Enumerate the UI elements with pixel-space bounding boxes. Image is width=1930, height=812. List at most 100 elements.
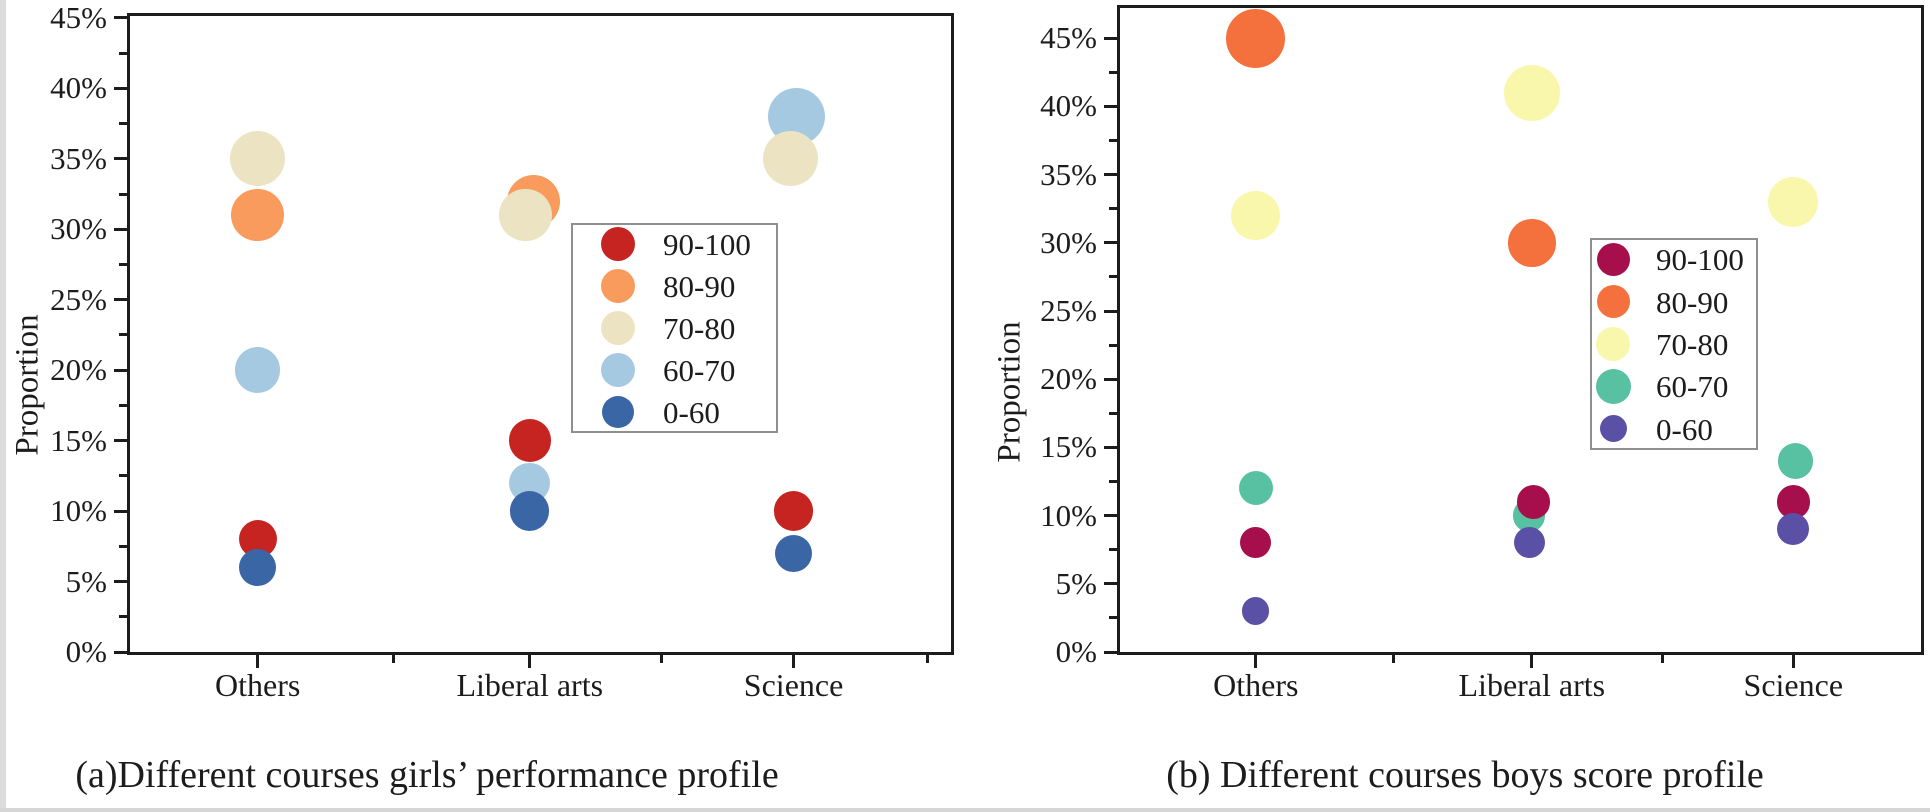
y-tick-label: 40% bbox=[1040, 88, 1097, 124]
y-major-tick bbox=[1104, 36, 1117, 40]
x-minor-tick bbox=[659, 655, 663, 663]
legend-label-80-90: 80-90 bbox=[663, 269, 736, 304]
bubble-70-80 bbox=[499, 188, 552, 242]
bubble-0-60 bbox=[1514, 527, 1546, 559]
bubble-70-80 bbox=[1503, 64, 1560, 121]
x-category-label: Liberal arts bbox=[1458, 667, 1606, 703]
x-major-tick bbox=[256, 655, 260, 668]
x-category-label: Others bbox=[215, 667, 301, 703]
legend-swatch-90-100 bbox=[1596, 242, 1630, 276]
y-tick-label: 30% bbox=[1040, 224, 1097, 260]
y-minor-tick bbox=[1109, 275, 1117, 279]
bubble-0-60 bbox=[1242, 597, 1270, 625]
x-minor-tick bbox=[391, 655, 395, 663]
y-tick-label: 10% bbox=[50, 493, 107, 529]
legend-swatch-60-70 bbox=[1595, 368, 1631, 404]
legend-label-60-70: 60-70 bbox=[1656, 369, 1729, 405]
bubble-90-100 bbox=[1240, 527, 1272, 559]
y-minor-tick bbox=[1109, 139, 1117, 142]
y-minor-tick bbox=[119, 544, 127, 548]
x-minor-tick bbox=[1661, 655, 1665, 663]
legend-label-0-60: 0-60 bbox=[1656, 411, 1713, 447]
legend-swatch-70-80 bbox=[601, 311, 635, 345]
bubble-60-70 bbox=[1777, 443, 1814, 479]
y-tick-label: 30% bbox=[50, 211, 107, 247]
x-category-label: Science bbox=[743, 667, 844, 703]
y-major-tick bbox=[1104, 514, 1117, 518]
y-major-tick bbox=[1104, 173, 1117, 177]
scan-edge-bottom bbox=[0, 808, 1930, 812]
y-major-tick bbox=[114, 86, 127, 90]
scan-edge-left bbox=[0, 0, 6, 812]
y-minor-tick bbox=[119, 122, 127, 126]
bubble-80-90 bbox=[1508, 219, 1556, 267]
y-tick-label: 20% bbox=[1040, 361, 1097, 397]
bubble-0-60 bbox=[1777, 513, 1810, 546]
y-major-tick bbox=[114, 298, 127, 302]
legend-label-80-90: 80-90 bbox=[1656, 284, 1729, 320]
x-minor-tick bbox=[926, 655, 930, 663]
y-minor-tick bbox=[119, 333, 127, 337]
y-major-tick bbox=[1104, 241, 1117, 245]
y-tick-label: 20% bbox=[50, 352, 107, 388]
legend-label-90-100: 90-100 bbox=[663, 227, 751, 262]
x-major-tick bbox=[1791, 655, 1795, 668]
plot-area bbox=[1117, 5, 1924, 655]
y-major-tick bbox=[1104, 309, 1117, 313]
y-major-tick bbox=[114, 650, 127, 654]
legend-swatch-60-70 bbox=[601, 353, 635, 387]
bubble-60-70 bbox=[234, 347, 281, 393]
y-minor-tick bbox=[119, 263, 127, 267]
y-major-tick bbox=[1104, 582, 1117, 586]
y-minor-tick bbox=[119, 474, 127, 478]
bubble-0-60 bbox=[510, 491, 550, 531]
y-tick-label: 25% bbox=[50, 281, 107, 317]
x-category-label: Others bbox=[1213, 667, 1299, 703]
legend-label-0-60: 0-60 bbox=[663, 395, 720, 430]
y-minor-tick bbox=[1109, 616, 1117, 620]
legend-label-70-80: 70-80 bbox=[663, 311, 736, 346]
y-tick-label: 15% bbox=[50, 422, 107, 458]
bubble-90-100 bbox=[1776, 485, 1810, 519]
bubble-70-80 bbox=[1231, 191, 1281, 241]
y-minor-tick bbox=[119, 192, 127, 196]
y-major-tick bbox=[114, 580, 127, 584]
y-tick-label: 40% bbox=[50, 70, 107, 106]
y-major-tick bbox=[1104, 377, 1117, 381]
y-major-tick bbox=[114, 157, 127, 161]
y-axis-title: Proportion bbox=[991, 321, 1028, 463]
legend-label-60-70: 60-70 bbox=[663, 353, 736, 388]
bubble-60-70 bbox=[1238, 471, 1273, 506]
bubble-90-100 bbox=[773, 491, 814, 531]
y-tick-label: 45% bbox=[1040, 20, 1097, 56]
legend-label-70-80: 70-80 bbox=[1656, 327, 1729, 362]
x-major-tick bbox=[1254, 655, 1258, 668]
bubble-70-80 bbox=[230, 131, 286, 187]
legend-swatch-0-60 bbox=[1599, 415, 1627, 443]
y-major-tick bbox=[1104, 650, 1117, 654]
y-tick-label: 0% bbox=[65, 634, 107, 669]
y-minor-tick bbox=[1109, 207, 1117, 211]
x-minor-tick bbox=[1392, 655, 1396, 663]
x-category-label: Science bbox=[1743, 667, 1844, 703]
bubble-90-100 bbox=[1517, 485, 1551, 519]
bubble-80-90 bbox=[231, 188, 284, 242]
y-major-tick bbox=[114, 368, 127, 372]
y-tick-label: 45% bbox=[50, 0, 107, 35]
bubble-0-60 bbox=[239, 549, 277, 586]
legend-swatch-90-100 bbox=[601, 227, 635, 261]
bubble-70-80 bbox=[763, 131, 819, 187]
bubble-0-60 bbox=[774, 534, 813, 573]
y-major-tick bbox=[1104, 104, 1117, 108]
caption-chart-b: (b) Different courses boys score profile bbox=[1166, 754, 1764, 796]
y-major-tick bbox=[1104, 445, 1117, 449]
legend-swatch-80-90 bbox=[601, 269, 635, 303]
bubble-80-90 bbox=[1226, 8, 1286, 68]
y-major-tick bbox=[114, 439, 127, 443]
y-minor-tick bbox=[1109, 411, 1117, 415]
x-major-tick bbox=[528, 655, 532, 668]
y-minor-tick bbox=[1109, 480, 1117, 483]
bubble-70-80 bbox=[1768, 177, 1819, 227]
y-minor-tick bbox=[1109, 548, 1117, 552]
